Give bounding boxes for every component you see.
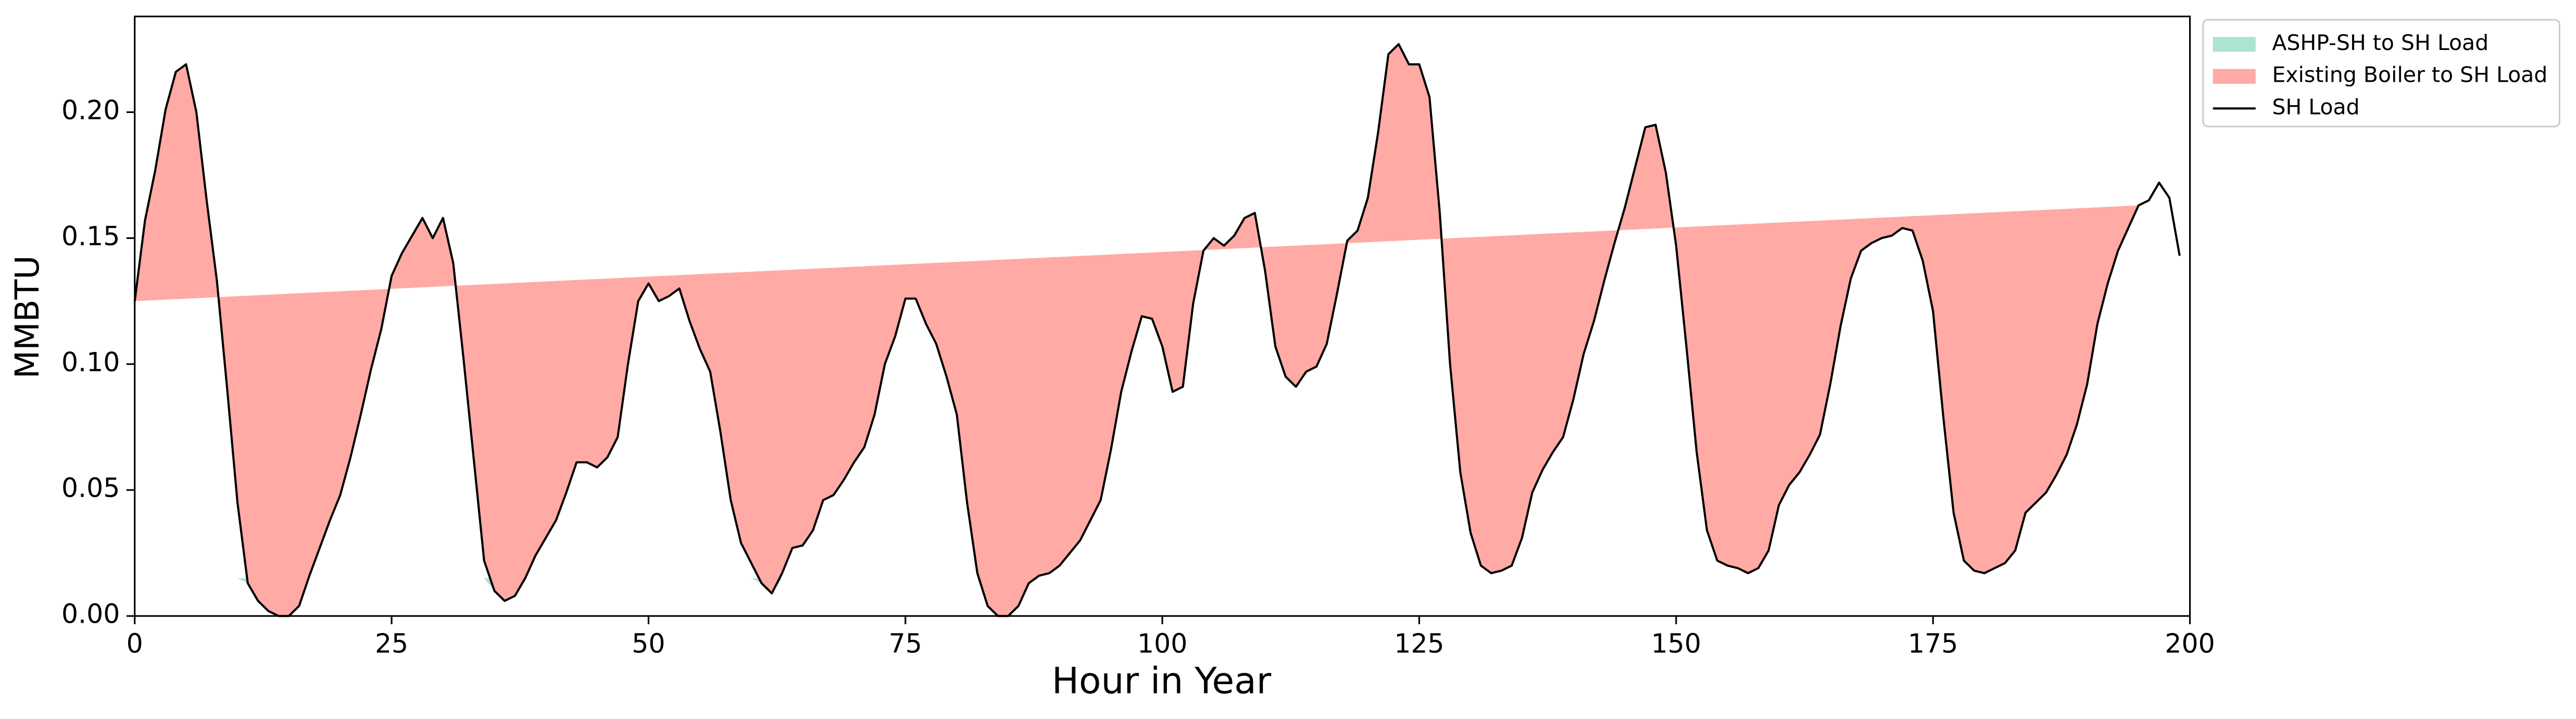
legend-box [2202,19,2561,128]
legend-label: Existing Boiler to SH Load [2272,62,2547,87]
legend-swatch [2213,37,2256,52]
x-tick-label: 200 [2165,628,2215,659]
y-tick-label: 0.20 [61,95,120,125]
x-tick-label: 75 [889,628,922,659]
x-tick-label: 175 [1908,628,1958,659]
line [133,43,2181,617]
x-tick-label: 125 [1394,628,1444,659]
area [134,578,2139,616]
y-tick-label: 0.05 [61,473,120,503]
y-axis-label: MMBTU [8,256,46,379]
legend-label: ASHP-SH to SH Load [2272,30,2489,55]
x-tick-label: 25 [375,628,408,659]
x-tick-label: 100 [1137,628,1187,659]
x-tick-label: 150 [1651,628,1701,659]
x-tick-label: 0 [127,628,143,659]
y-tick-label: 0.10 [61,347,120,377]
y-tick-label: 0.15 [61,221,120,251]
y-tick-label: 0.00 [61,599,120,629]
x-tick-label: 50 [632,628,665,659]
legend-swatch [2213,69,2256,84]
x-axis-label: Hour in Year [1052,661,1272,702]
legend-label: SH Load [2272,94,2359,119]
